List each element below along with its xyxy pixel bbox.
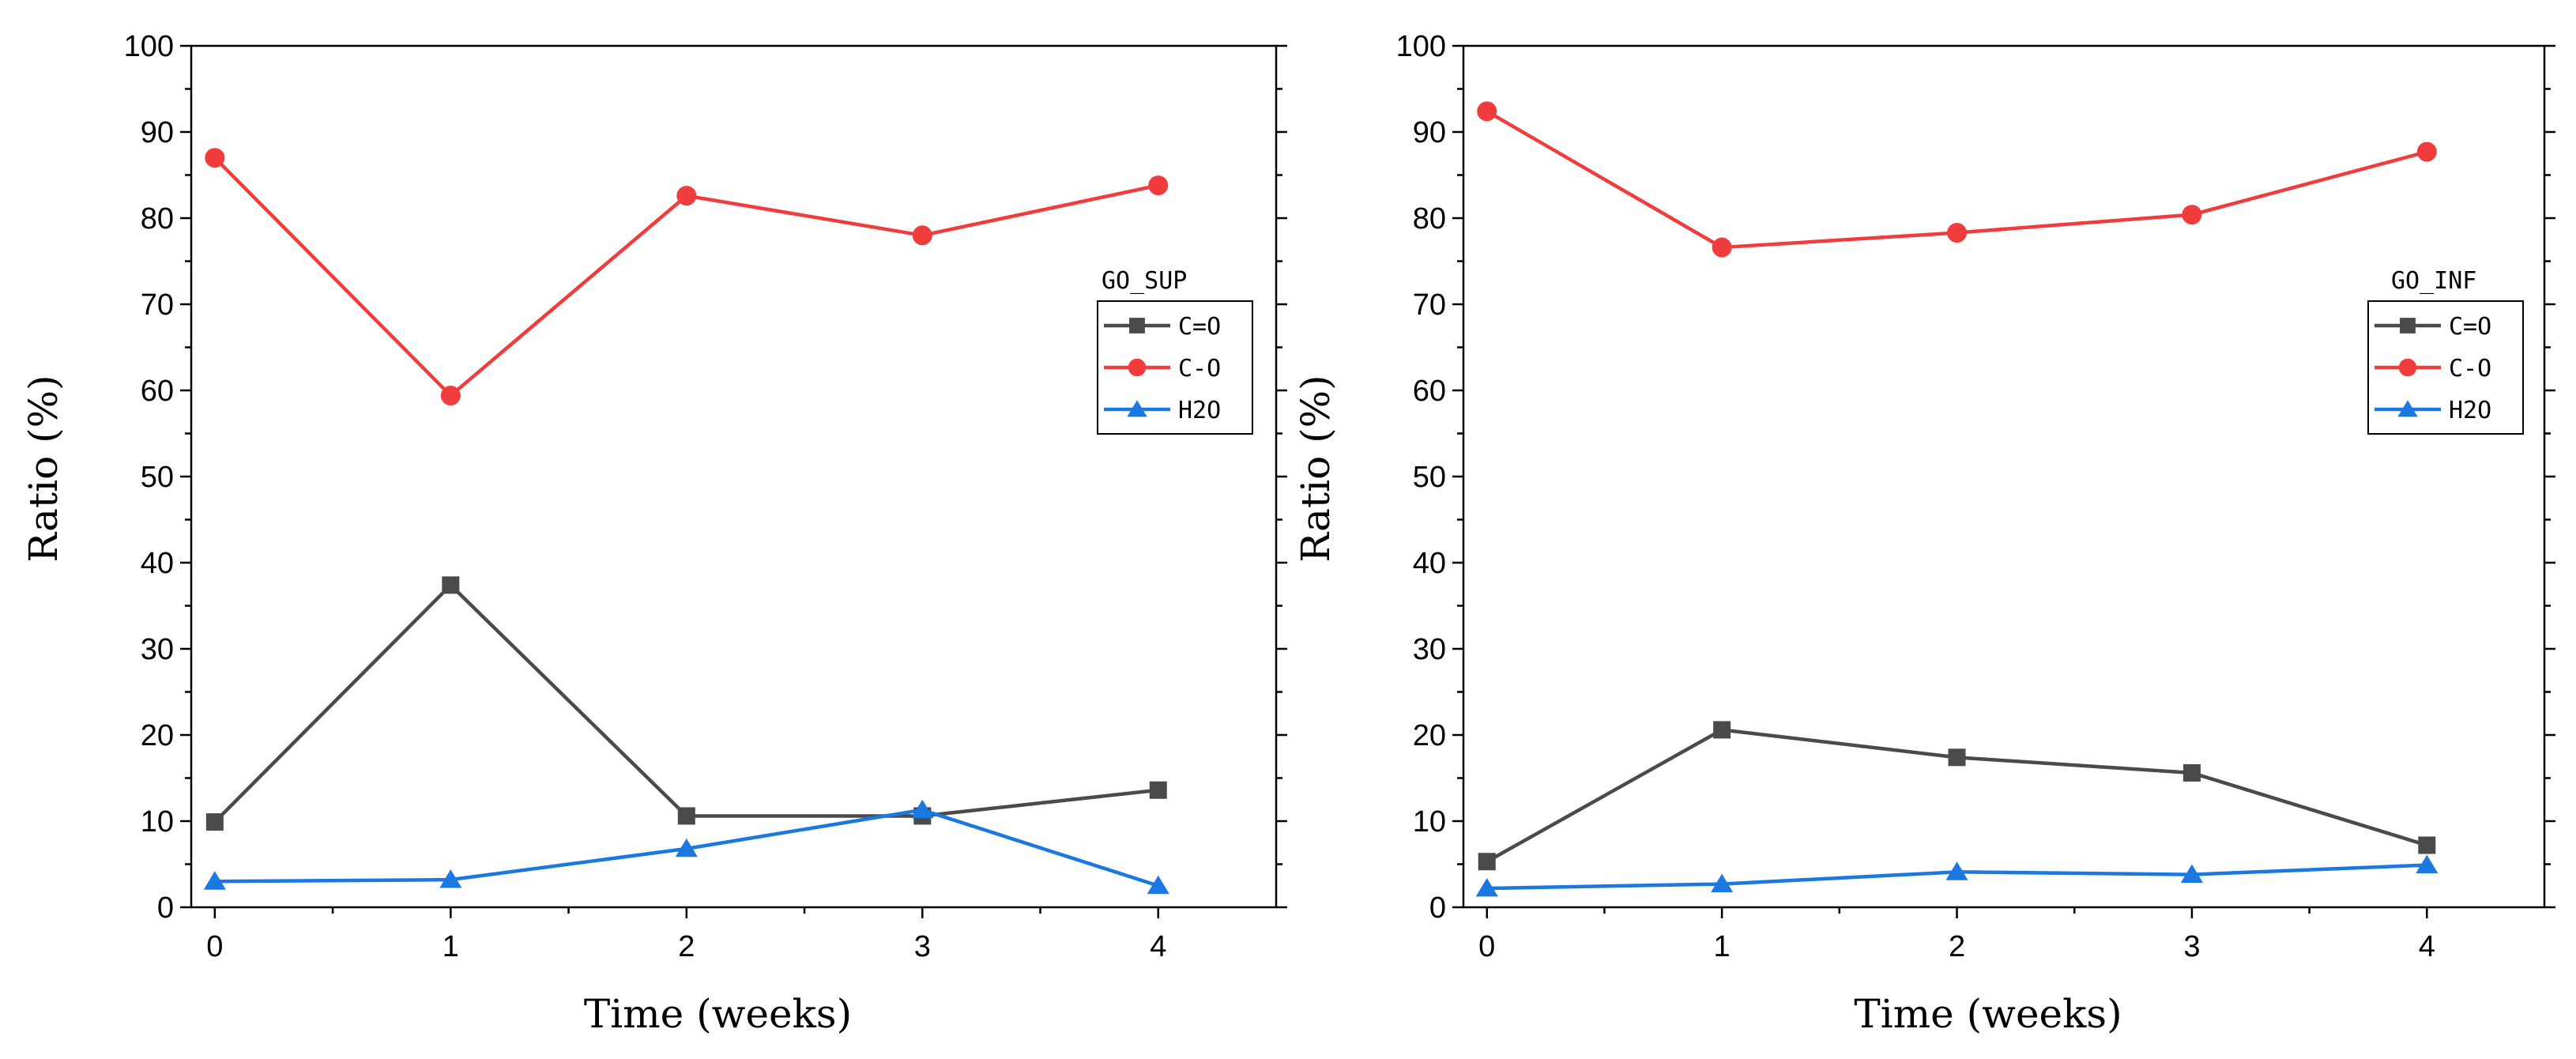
data-point — [1147, 875, 1169, 895]
legend-entry: C-O — [1104, 355, 1221, 383]
data-point — [1945, 861, 1968, 880]
data-point — [203, 871, 226, 890]
data-point — [2418, 836, 2436, 854]
data-point — [2416, 141, 2437, 162]
x-tick-label: 0 — [1478, 930, 1495, 963]
legend-label: H2O — [2449, 397, 2491, 424]
y-tick-label: 60 — [141, 375, 174, 408]
y-tick-label: 10 — [1413, 805, 1446, 839]
data-point — [442, 576, 460, 594]
y-axis-title: Ratio (%) — [1293, 375, 1339, 562]
legend-marker — [1128, 358, 1147, 377]
plot-frame — [190, 44, 1278, 909]
data-point — [677, 807, 695, 825]
data-point — [676, 186, 697, 206]
x-axis-title: Time (weeks) — [584, 991, 852, 1037]
x-tick-label: 1 — [443, 930, 459, 963]
data-point — [2182, 205, 2202, 225]
data-point — [1477, 101, 1497, 122]
y-tick-label: 90 — [1413, 116, 1446, 149]
y-tick-label: 30 — [1413, 633, 1446, 666]
data-point — [1148, 175, 1169, 196]
y-tick-label: 30 — [141, 633, 174, 666]
series-C=O — [205, 576, 1167, 831]
data-point — [675, 838, 698, 857]
x-tick-label: 4 — [1150, 930, 1166, 963]
data-point — [1475, 878, 1498, 897]
legend-marker — [2397, 400, 2418, 417]
y-tick-label: 40 — [1413, 547, 1446, 580]
series-C=O — [1478, 721, 2436, 871]
y-tick-label: 90 — [141, 116, 174, 149]
legend-label: C=O — [2449, 313, 2491, 341]
y-tick-label: 0 — [157, 891, 174, 925]
legend-marker — [1127, 400, 1147, 417]
data-point — [2180, 864, 2203, 883]
series-H2O — [1475, 854, 2439, 897]
legend-marker — [2398, 358, 2417, 377]
legend-entry: C=O — [2375, 313, 2491, 341]
series-H2O — [203, 799, 1169, 895]
data-point — [1713, 721, 1731, 739]
y-tick-label: 100 — [124, 30, 174, 63]
legend-marker — [2400, 318, 2416, 334]
data-point — [440, 386, 461, 406]
y-tick-label: 50 — [1413, 461, 1446, 494]
data-point — [911, 799, 934, 819]
x-tick-label: 1 — [1714, 930, 1731, 963]
chart-panel-1: 0 10 20 30 40 50 60 70 80 90 100 0 1 2 3 4 Time (weeks) R… — [21, 30, 1287, 1037]
data-point — [1712, 237, 1732, 258]
legend-title: GO_SUP — [1102, 267, 1187, 295]
data-point — [1711, 873, 1734, 892]
y-tick-label: 70 — [1413, 288, 1446, 322]
x-tick-label: 2 — [678, 930, 695, 963]
data-point — [205, 148, 225, 168]
x-tick-label: 3 — [914, 930, 931, 963]
y-tick-label: 20 — [141, 719, 174, 752]
legend-entry: C=O — [1104, 313, 1221, 341]
legend-label: C-O — [1178, 355, 1221, 383]
plot-frame — [1462, 44, 2546, 909]
data-point — [439, 869, 462, 888]
x-tick-label: 4 — [2419, 930, 2435, 963]
legend: GO_INF C=O C-O H2O — [2367, 267, 2524, 435]
data-point — [1149, 781, 1167, 799]
y-tick-label: 60 — [1413, 375, 1446, 408]
legend: GO_SUP C=O C-O H2O — [1097, 267, 1253, 435]
data-point — [1947, 223, 1968, 243]
legend-label: C-O — [2449, 355, 2491, 383]
y-tick-label: 10 — [141, 805, 174, 839]
y-tick-label: 20 — [1413, 719, 1446, 752]
x-tick-label: 2 — [1949, 930, 1965, 963]
data-point — [2416, 854, 2439, 873]
legend-marker — [1129, 318, 1145, 334]
x-tick-label: 0 — [206, 930, 223, 963]
y-tick-label: 40 — [141, 547, 174, 580]
y-tick-label: 0 — [1429, 891, 1446, 925]
data-point — [2182, 763, 2201, 782]
y-tick-label: 80 — [1413, 202, 1446, 236]
legend-label: C=O — [1178, 313, 1221, 341]
data-point — [205, 813, 224, 831]
y-axis-title: Ratio (%) — [21, 375, 66, 562]
data-point — [1478, 853, 1496, 871]
legend-entry: H2O — [2375, 397, 2491, 424]
y-tick-label: 50 — [141, 461, 174, 494]
legend-entry: H2O — [1104, 397, 1221, 424]
legend-title: GO_INF — [2391, 267, 2476, 295]
legend-label: H2O — [1178, 397, 1221, 424]
series-line — [213, 583, 1159, 823]
chart-panel-2: 0 10 20 30 40 50 60 70 80 90 100 0 1 2 3 4 Time (weeks) R… — [1293, 30, 2555, 1037]
x-tick-label: 3 — [2183, 930, 2200, 963]
series-C-O — [205, 148, 1169, 406]
y-tick-label: 70 — [141, 288, 174, 322]
x-axis-title: Time (weeks) — [1854, 991, 2122, 1037]
data-point — [912, 225, 932, 246]
y-tick-label: 80 — [141, 202, 174, 236]
series-C-O — [1477, 101, 2437, 258]
data-point — [1948, 748, 1966, 767]
legend-entry: C-O — [2375, 355, 2491, 383]
y-tick-label: 100 — [1396, 30, 1446, 63]
